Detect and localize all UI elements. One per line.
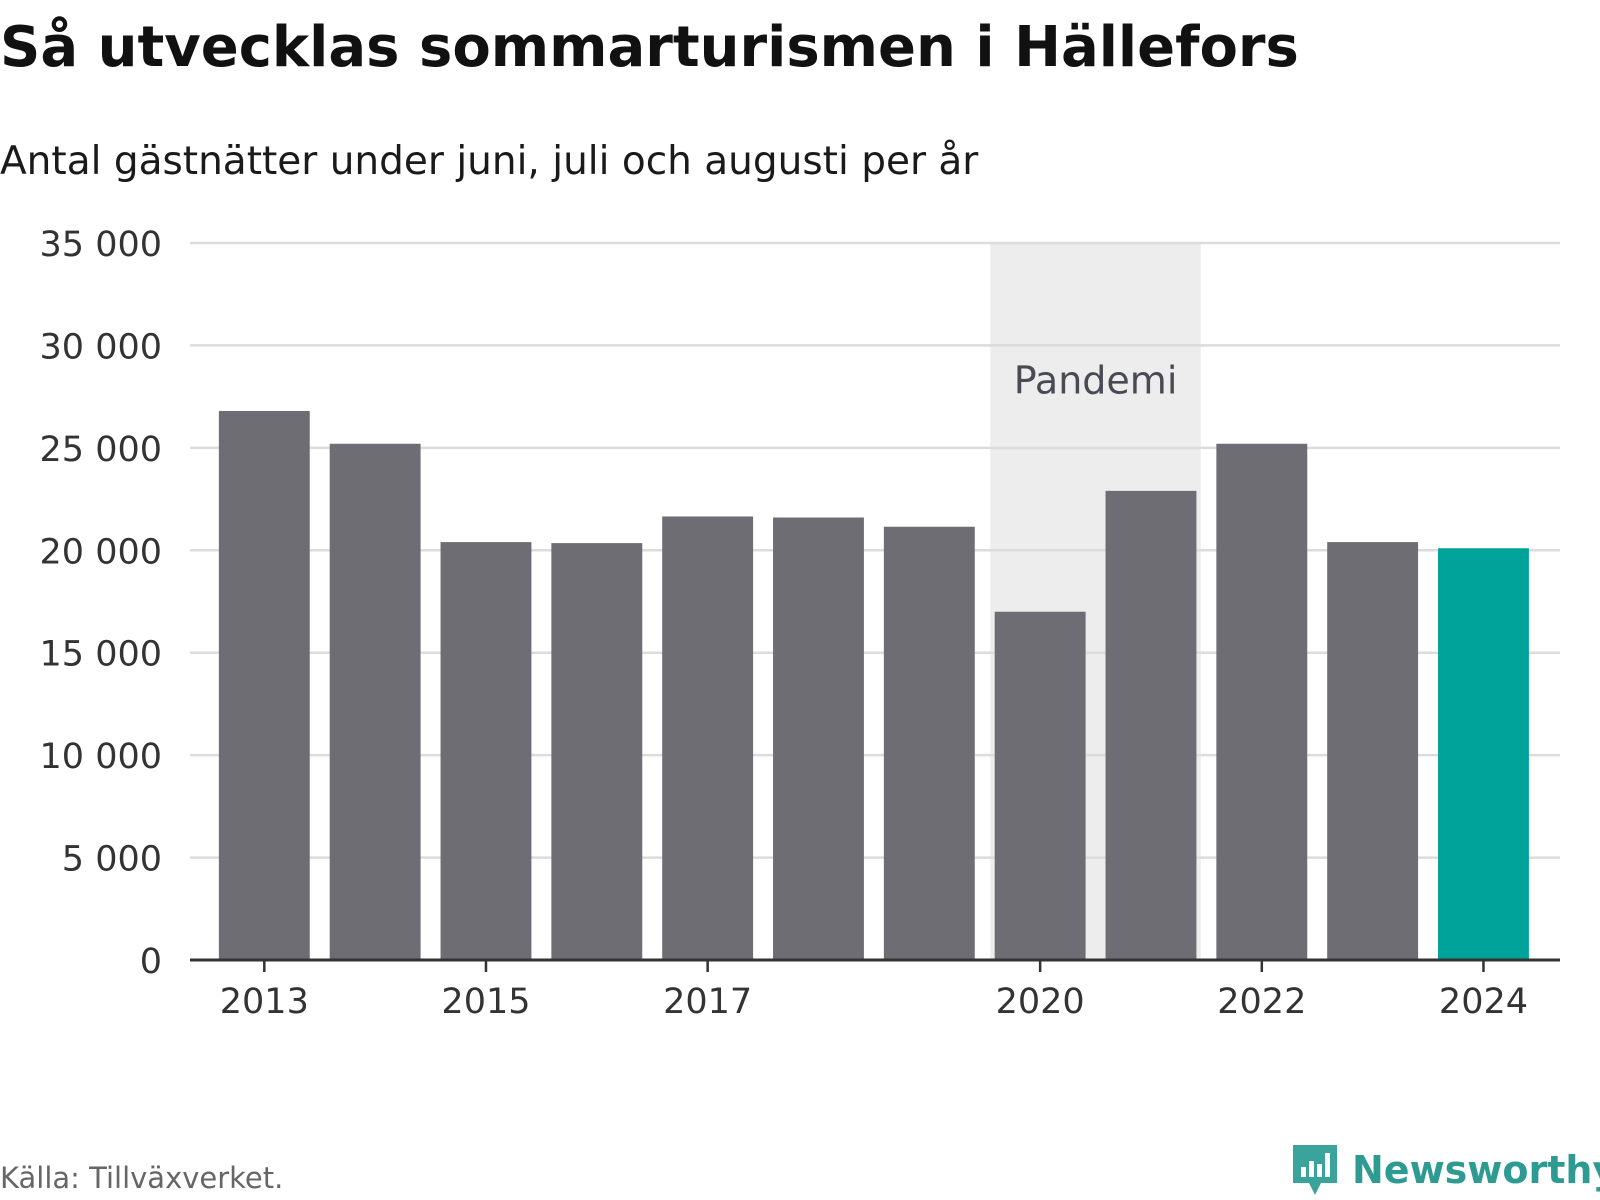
bar-2023 [1327,542,1419,960]
tick-labels: 0 5 000 10 000 15 000 20 000 25 000 30 000 35 0… [40,225,1528,1022]
bar-2019 [883,526,975,960]
bar-2022 [1216,443,1308,960]
axes [190,958,1560,972]
x-tick-label: 2020 [996,982,1085,1022]
y-tick-label: 20 000 [40,532,162,572]
y-tick-label: 5 000 [62,840,162,880]
y-tick-label: 15 000 [40,635,162,675]
bar-2020 [994,611,1086,960]
x-tick-label: 2024 [1439,982,1528,1022]
y-tick-label: 35 000 [40,225,162,265]
x-tick-label: 2013 [220,982,309,1022]
chart-title: Så utvecklas sommarturismen i Hällefors [0,15,1299,80]
newsworthy-logo-icon [1293,1145,1337,1195]
bars [218,410,1529,960]
x-tick-label: 2017 [663,982,752,1022]
y-tick-label: 0 [140,942,162,982]
bar-2017 [662,516,754,960]
y-tick-label: 10 000 [40,737,162,777]
bar-2016 [551,543,643,960]
bar-2015 [440,542,532,960]
bar-2018 [773,517,864,960]
pandemic-label: Pandemi [1014,358,1178,402]
source-note: Källa: Tillväxverket. [0,1161,284,1195]
bar-2021 [1105,490,1197,960]
x-tick-label: 2022 [1217,982,1306,1022]
brand-name: Newsworthy [1352,1148,1600,1192]
bar-2014 [329,443,421,960]
y-tick-label: 25 000 [40,430,162,470]
bar-2024 [1438,548,1529,960]
bar-2013 [218,410,310,960]
chart-subtitle: Antal gästnätter under juni, juli och au… [0,139,979,184]
x-tick-label: 2015 [441,982,530,1022]
y-tick-label: 30 000 [40,327,162,367]
newsworthy-logo: Newsworthy [1290,1140,1600,1200]
